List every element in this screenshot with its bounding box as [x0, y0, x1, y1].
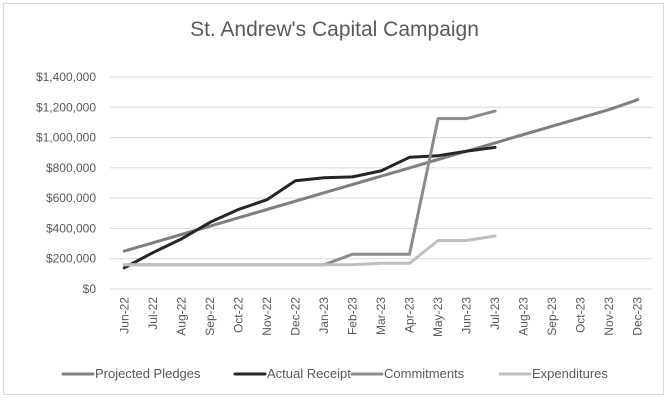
y-tick-label: $400,000 [46, 221, 96, 235]
series-line [122, 145, 497, 270]
y-tick-label: $1,400,000 [36, 70, 96, 84]
x-tick-label: Feb-23 [345, 297, 359, 335]
x-tick-label: Jun-22 [117, 297, 131, 334]
chart-frame [3, 3, 664, 395]
x-tick-label: Nov-23 [602, 297, 616, 336]
x-tick-label: Aug-22 [174, 297, 188, 336]
x-tick-label: Oct-22 [231, 297, 245, 333]
x-tick-label: Oct-23 [574, 297, 588, 333]
x-tick-label: Apr-23 [403, 297, 417, 333]
x-tick-label: Sep-23 [545, 297, 559, 336]
y-tick-label: $600,000 [46, 191, 96, 205]
legend-label: Expenditures [532, 366, 608, 381]
y-tick-label: $0 [83, 282, 97, 296]
x-tick-label: Jul-22 [146, 297, 160, 330]
legend-label: Commitments [384, 366, 465, 381]
legend-label: Actual Receipt [267, 366, 351, 381]
x-tick-label: Nov-22 [260, 297, 274, 336]
x-tick-label: Mar-23 [374, 297, 388, 335]
x-tick-label: Jun-23 [460, 297, 474, 334]
x-tick-label: Jul-23 [488, 297, 502, 330]
y-tick-label: $800,000 [46, 161, 96, 175]
series-line [122, 234, 497, 267]
x-tick-label: Jan-23 [317, 297, 331, 334]
x-tick-label: Sep-22 [203, 297, 217, 336]
y-tick-label: $200,000 [46, 252, 96, 266]
x-tick-label: Aug-23 [517, 297, 531, 336]
x-tick-label: May-23 [431, 297, 445, 337]
y-tick-label: $1,200,000 [36, 100, 96, 114]
chart-title: St. Andrew's Capital Campaign [190, 18, 479, 41]
x-tick-label: Dec-22 [288, 297, 302, 336]
legend-label: Projected Pledges [95, 366, 201, 381]
x-tick-label: Dec-23 [631, 297, 645, 336]
series-line [122, 98, 640, 253]
y-tick-label: $1,000,000 [36, 131, 96, 145]
